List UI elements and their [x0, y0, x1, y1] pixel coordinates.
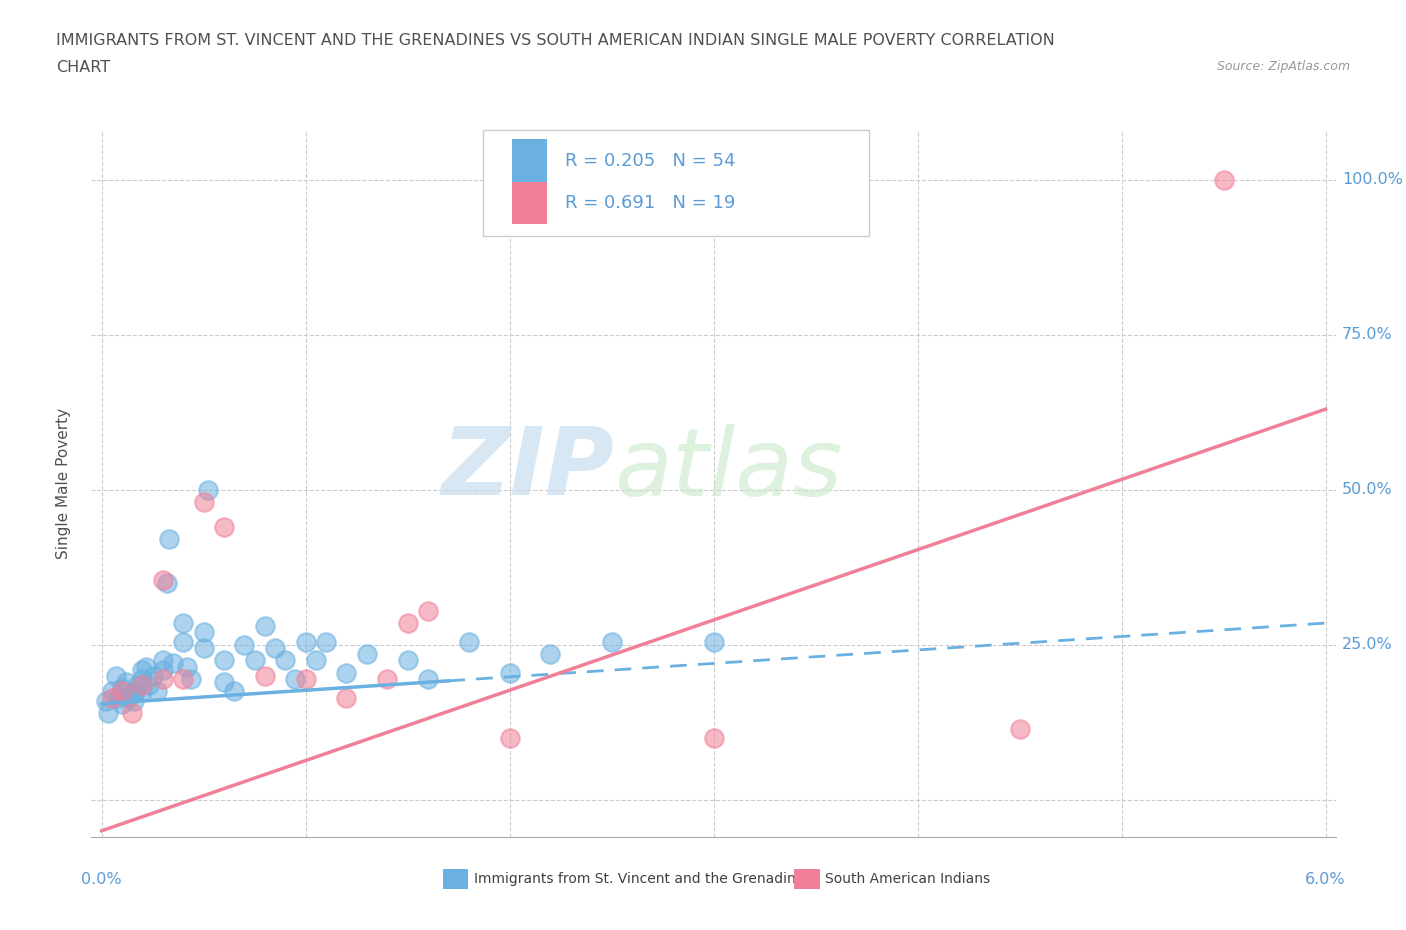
Point — [172, 634, 194, 649]
Point — [274, 653, 297, 668]
Point — [702, 634, 725, 649]
FancyBboxPatch shape — [512, 140, 547, 181]
Point — [121, 687, 143, 702]
Point — [294, 671, 316, 686]
Point — [162, 656, 184, 671]
Point — [127, 678, 149, 693]
Point — [305, 653, 328, 668]
Text: Immigrants from St. Vincent and the Grenadines: Immigrants from St. Vincent and the Gren… — [474, 871, 811, 886]
Point — [117, 690, 139, 705]
FancyBboxPatch shape — [512, 181, 547, 224]
Point — [152, 653, 174, 668]
Point — [212, 520, 235, 535]
Point — [356, 646, 378, 661]
Point — [264, 641, 287, 656]
Point — [142, 669, 165, 684]
Point — [253, 669, 276, 684]
Point — [416, 671, 439, 686]
Point — [115, 674, 138, 689]
Text: South American Indians: South American Indians — [825, 871, 990, 886]
Point — [107, 690, 129, 705]
Text: ZIP: ZIP — [441, 423, 614, 515]
Point — [111, 681, 134, 696]
Point — [157, 532, 180, 547]
Text: 100.0%: 100.0% — [1341, 172, 1403, 187]
Point — [156, 576, 179, 591]
Point — [104, 669, 127, 684]
Point — [131, 671, 153, 686]
Point — [125, 684, 148, 698]
Point — [498, 665, 520, 680]
Text: CHART: CHART — [56, 60, 110, 75]
Point — [180, 671, 202, 686]
Point — [122, 693, 145, 708]
Point — [212, 674, 235, 689]
Point — [315, 634, 337, 649]
Text: 0.0%: 0.0% — [82, 872, 122, 887]
Point — [193, 495, 215, 510]
Point — [145, 684, 167, 698]
Point — [233, 637, 256, 652]
Point — [172, 671, 194, 686]
Text: R = 0.691   N = 19: R = 0.691 N = 19 — [565, 194, 735, 212]
Point — [121, 706, 143, 721]
Point — [600, 634, 623, 649]
Point — [538, 646, 561, 661]
Point — [335, 690, 357, 705]
Point — [152, 662, 174, 677]
Point — [111, 697, 134, 711]
Point — [152, 572, 174, 587]
Point — [1008, 721, 1031, 736]
Point — [197, 483, 219, 498]
Text: 6.0%: 6.0% — [1305, 872, 1346, 887]
Point — [702, 730, 725, 745]
Text: Source: ZipAtlas.com: Source: ZipAtlas.com — [1216, 60, 1350, 73]
Point — [135, 659, 157, 674]
Point — [152, 671, 174, 686]
Point — [101, 684, 124, 698]
Point — [138, 678, 160, 693]
Point — [457, 634, 479, 649]
Point — [97, 706, 120, 721]
Y-axis label: Single Male Poverty: Single Male Poverty — [56, 408, 70, 559]
Text: 75.0%: 75.0% — [1341, 327, 1393, 342]
Point — [335, 665, 357, 680]
Point — [396, 653, 419, 668]
Text: 25.0%: 25.0% — [1341, 637, 1393, 652]
Point — [498, 730, 520, 745]
Point — [375, 671, 398, 686]
Point — [1212, 172, 1234, 187]
Point — [243, 653, 266, 668]
Point — [131, 678, 153, 693]
Point — [416, 604, 439, 618]
Point — [111, 684, 134, 698]
Point — [396, 616, 419, 631]
Point — [212, 653, 235, 668]
FancyBboxPatch shape — [484, 130, 869, 236]
Point — [294, 634, 316, 649]
Text: R = 0.205   N = 54: R = 0.205 N = 54 — [565, 152, 735, 169]
Point — [193, 641, 215, 656]
Point — [94, 693, 117, 708]
Point — [176, 659, 198, 674]
Point — [284, 671, 307, 686]
Point — [172, 616, 194, 631]
Point — [253, 618, 276, 633]
Text: 50.0%: 50.0% — [1341, 483, 1393, 498]
Text: atlas: atlas — [614, 424, 842, 515]
Point — [101, 690, 124, 705]
Point — [193, 625, 215, 640]
Text: IMMIGRANTS FROM ST. VINCENT AND THE GRENADINES VS SOUTH AMERICAN INDIAN SINGLE M: IMMIGRANTS FROM ST. VINCENT AND THE GREN… — [56, 33, 1054, 47]
Point — [131, 684, 153, 698]
Point — [131, 662, 153, 677]
Point — [224, 684, 246, 698]
